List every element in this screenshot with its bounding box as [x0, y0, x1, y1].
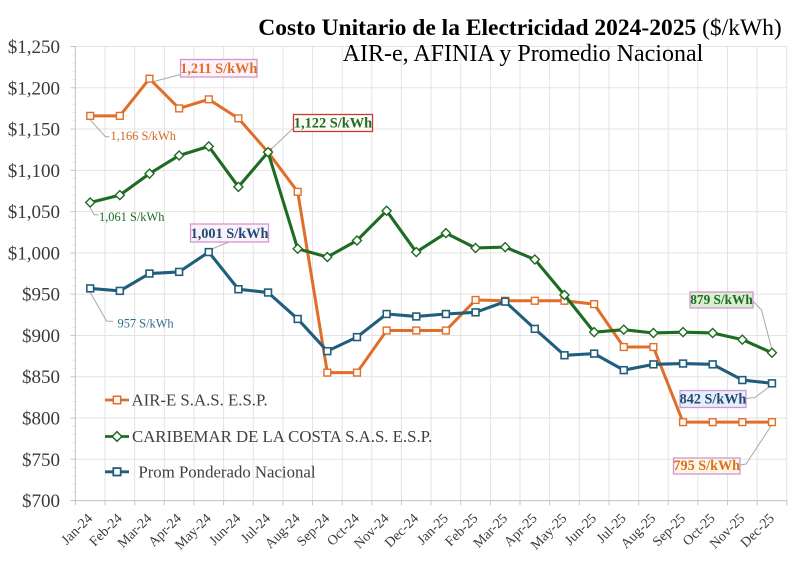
- svg-text:795 S/kWh: 795 S/kWh: [673, 458, 740, 474]
- svg-text:957 S/kWh: 957 S/kWh: [118, 317, 175, 331]
- svg-text:$1,100: $1,100: [8, 161, 60, 182]
- svg-text:Costo Unitario de la Electrici: Costo Unitario de la Electricidad 2024-2…: [258, 15, 781, 41]
- svg-text:AIR-E S.A.S. E.S.P.: AIR-E S.A.S. E.S.P.: [132, 391, 268, 410]
- svg-text:1,122 S/kWh: 1,122 S/kWh: [294, 116, 372, 132]
- svg-text:$1,050: $1,050: [8, 202, 60, 223]
- svg-text:$1,150: $1,150: [8, 120, 60, 141]
- svg-text:CARIBEMAR DE LA COSTA S.A.S. E: CARIBEMAR DE LA COSTA S.A.S. E.S.P.: [132, 427, 432, 446]
- svg-text:$850: $850: [22, 367, 60, 388]
- svg-text:$800: $800: [22, 409, 60, 430]
- svg-text:1,211 S/kWh: 1,211 S/kWh: [180, 61, 257, 77]
- svg-text:$1,250: $1,250: [8, 37, 60, 58]
- svg-text:AIR-e, AFINIA y Promedio Nacio: AIR-e, AFINIA y Promedio Nacional: [343, 41, 704, 67]
- svg-text:$750: $750: [22, 450, 60, 471]
- svg-text:Prom Ponderado Nacional: Prom Ponderado Nacional: [138, 462, 315, 481]
- svg-text:$1,200: $1,200: [8, 78, 60, 99]
- svg-text:$900: $900: [22, 326, 60, 347]
- svg-text:$1,000: $1,000: [8, 243, 60, 264]
- svg-text:1,166 S/kWh: 1,166 S/kWh: [111, 129, 177, 143]
- svg-text:$950: $950: [22, 285, 60, 306]
- svg-text:1,001 S/kWh: 1,001 S/kWh: [191, 226, 269, 242]
- svg-text:$700: $700: [22, 491, 60, 512]
- svg-text:842 S/kWh: 842 S/kWh: [680, 392, 747, 408]
- svg-text:879 S/kWh: 879 S/kWh: [690, 292, 753, 307]
- svg-text:1,061 S/kWh: 1,061 S/kWh: [99, 210, 165, 224]
